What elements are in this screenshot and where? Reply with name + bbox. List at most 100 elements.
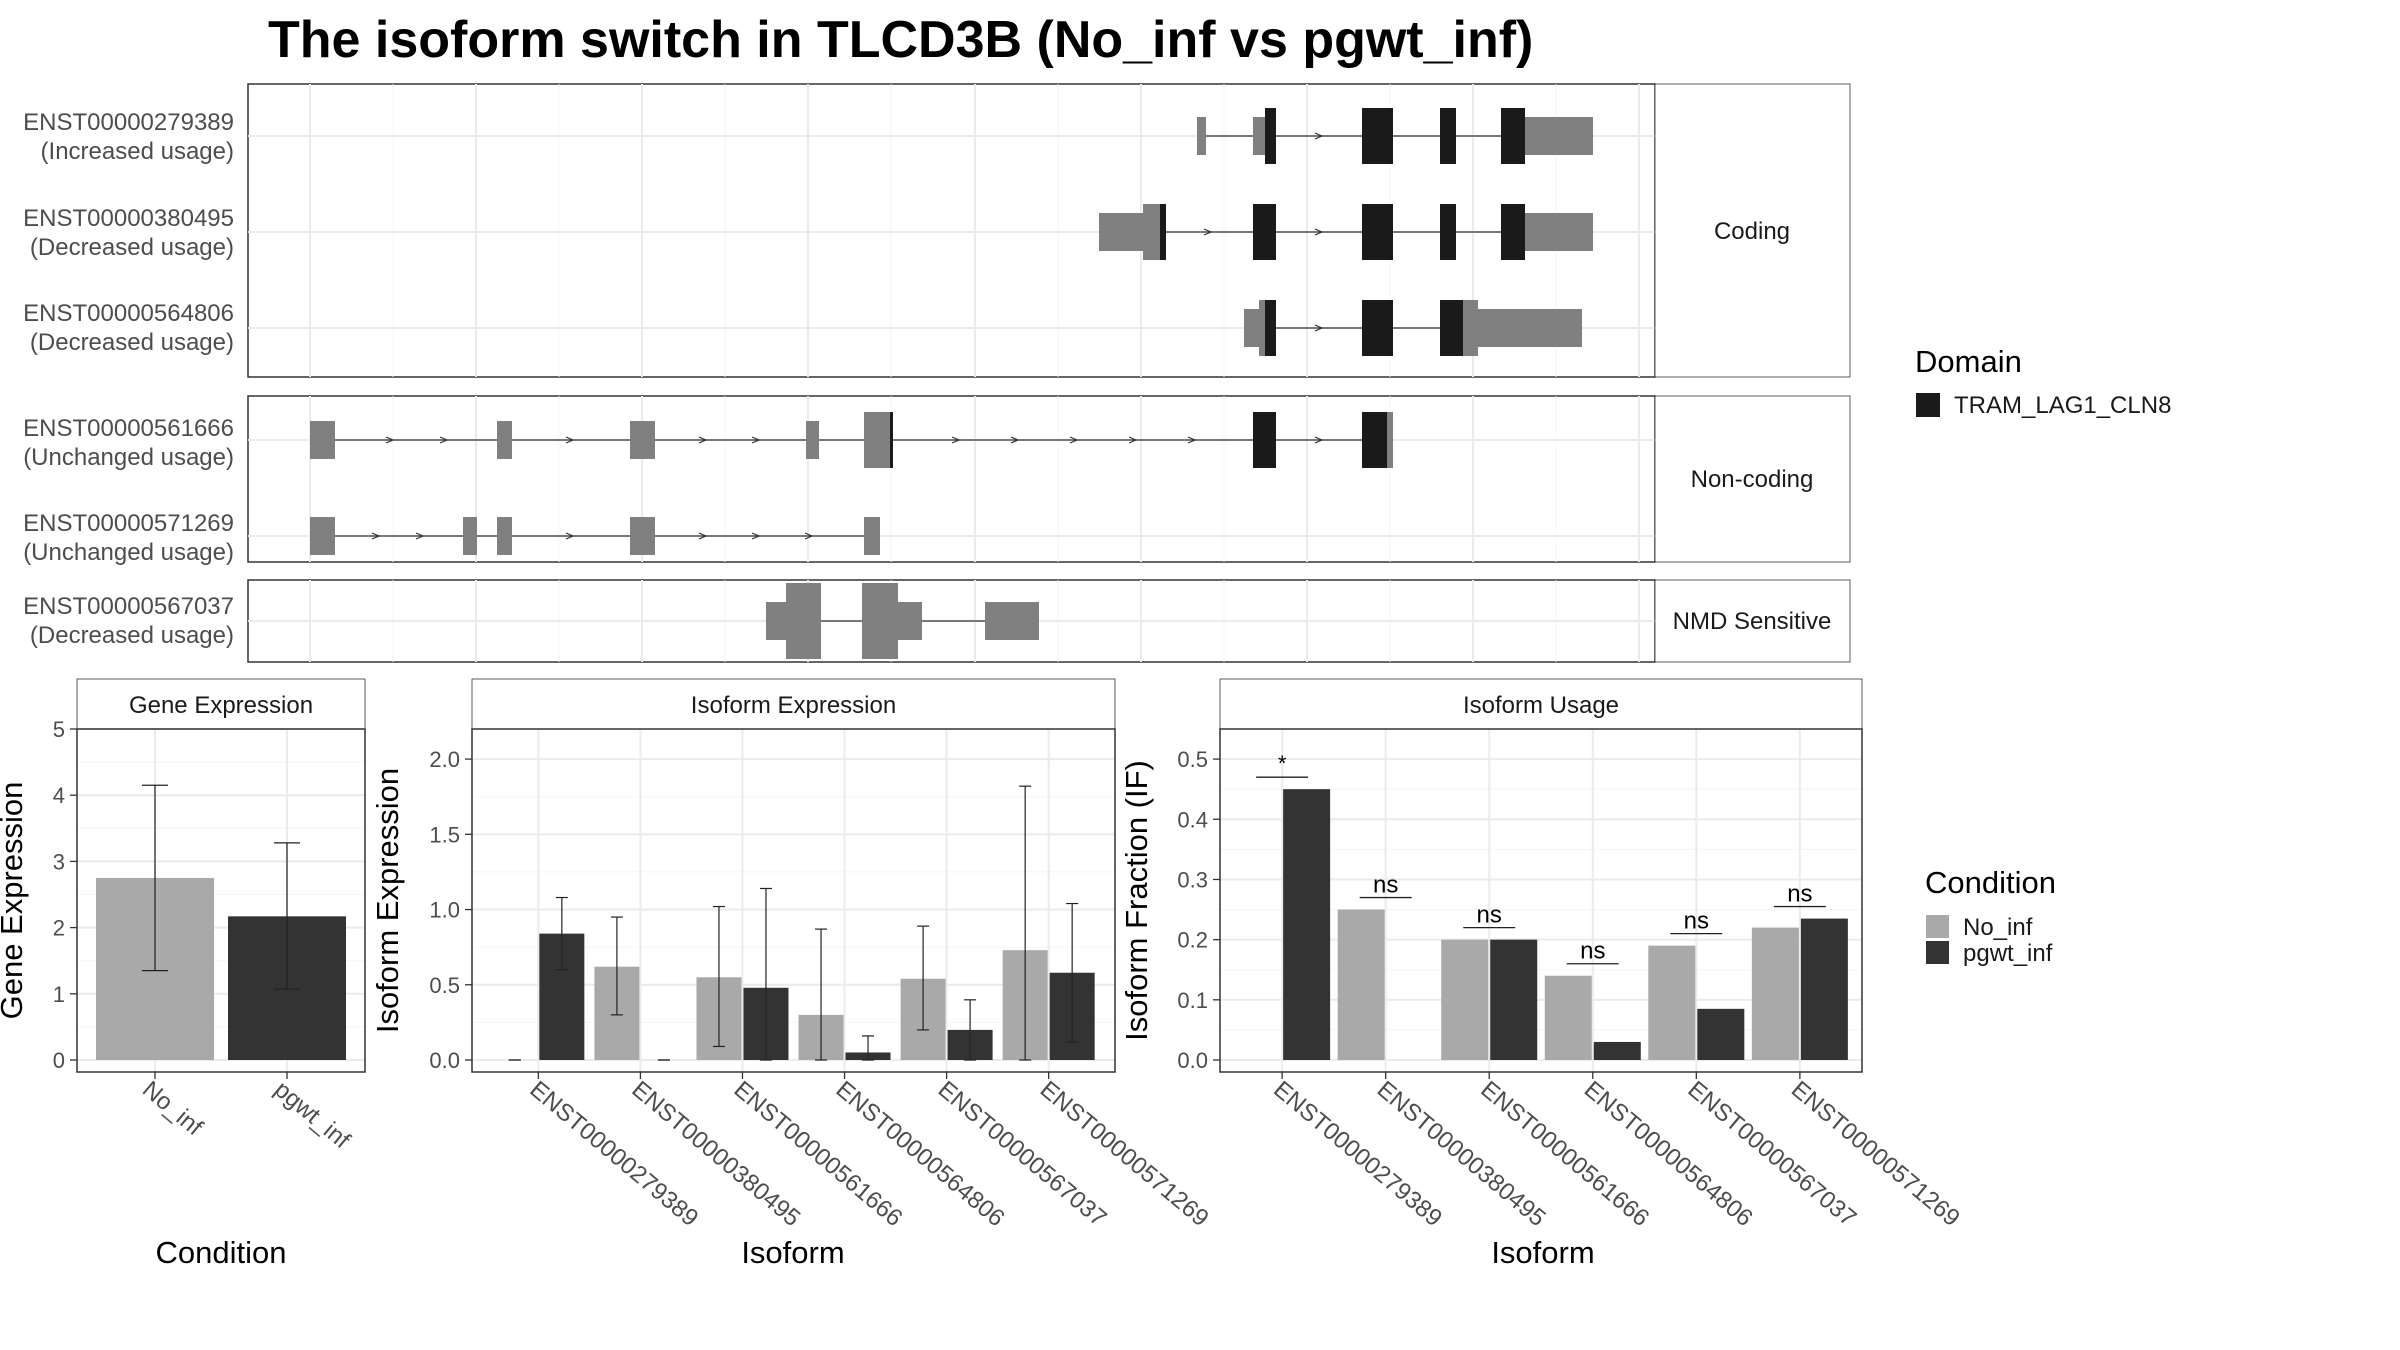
- strand-arrow: [1314, 436, 1324, 444]
- strip-coding: [1654, 83, 1851, 378]
- utr-exon: [864, 517, 880, 555]
- utr-exon: [1253, 117, 1265, 155]
- bar-pgwt_inf: [1593, 1041, 1641, 1060]
- utr-exon: [1525, 213, 1593, 251]
- transcript-status: (Increased usage): [41, 138, 234, 165]
- x-tick-label: ENST00000561666: [729, 1076, 908, 1232]
- utr-exon: [985, 602, 1039, 640]
- x-tick-label: ENST00000567037: [933, 1076, 1112, 1232]
- strand-arrow: [1314, 324, 1324, 332]
- y-tick-label: 0.5: [429, 973, 460, 998]
- y-tick-label: 5: [53, 717, 65, 742]
- utr-exon: [1463, 300, 1478, 356]
- utr-exon: [898, 602, 922, 640]
- y-tick-label: 0.0: [1177, 1048, 1208, 1073]
- utr-exon: [497, 517, 512, 555]
- strand-arrow: [415, 532, 425, 540]
- y-tick-label: 3: [53, 849, 65, 874]
- domain-legend-title: Domain: [1915, 344, 2022, 379]
- y-tick-label: 0.4: [1177, 807, 1208, 832]
- strip-label-coding: Coding: [1714, 218, 1790, 245]
- domain-exon: [1362, 412, 1387, 468]
- isoform-usage-panel: Isoform Usage 0.0 0.1 0.2 0.3 0.4 0.5 Isoform F…: [1119, 678, 1965, 1270]
- utr-exon: [786, 583, 821, 659]
- strand-arrow: [1203, 228, 1213, 236]
- domain-exon: [1362, 300, 1393, 356]
- x-tick-label: ENST00000571269: [1035, 1076, 1214, 1232]
- x-axis-title: Condition: [156, 1235, 287, 1270]
- x-tick-label: ENST00000561666: [1475, 1076, 1654, 1232]
- utr-exon: [630, 517, 655, 555]
- y-tick-label: 1.0: [429, 898, 460, 923]
- y-tick-label: 2: [53, 916, 65, 941]
- utr-exon: [862, 583, 898, 659]
- utr-exon: [806, 421, 819, 459]
- transcript-status: (Decreased usage): [30, 234, 234, 261]
- x-tick-label: ENST00000564806: [831, 1076, 1010, 1232]
- y-tick-label: 1.5: [429, 822, 460, 847]
- y-tick-label: 0.2: [1177, 928, 1208, 953]
- utr-exon: [1525, 117, 1593, 155]
- domain-exon: [1440, 204, 1456, 260]
- domain-exon: [1501, 204, 1525, 260]
- bar-No_inf: [1751, 927, 1799, 1060]
- transcript-status: (Unchanged usage): [23, 539, 234, 566]
- panel-strip: [471, 678, 1116, 730]
- transcript-status: (Decreased usage): [30, 329, 234, 356]
- utr-exon: [310, 517, 335, 555]
- utr-exon: [1387, 412, 1393, 468]
- utr-exon: [497, 421, 512, 459]
- utr-exon: [1244, 309, 1259, 347]
- strip-label-noncoding: Non-coding: [1691, 466, 1814, 493]
- transcript-id: ENST00000564806: [23, 300, 234, 327]
- strand-arrow: [1010, 436, 1020, 444]
- bar-pgwt_inf: [1800, 918, 1848, 1060]
- x-tick-label: No_inf: [137, 1076, 208, 1141]
- x-tick-label: ENST00000279389: [1268, 1076, 1447, 1232]
- strand-arrow: [951, 436, 961, 444]
- transcript-id: ENST00000561666: [23, 415, 234, 442]
- transcript-id: ENST00000567037: [23, 593, 234, 620]
- panel-background: [247, 395, 1656, 563]
- panel-strip: [76, 678, 366, 730]
- strand-arrow: [1128, 436, 1138, 444]
- x-tick-label: ENST00000571269: [1786, 1076, 1965, 1232]
- transcript-id: ENST00000279389: [23, 109, 234, 136]
- x-axis-title: Isoform: [741, 1235, 844, 1270]
- gene-expression-panel: Gene Expression 0 1 2 3 4 5 Gene Expression No_i…: [0, 678, 366, 1270]
- significance-label: ns: [1477, 902, 1502, 929]
- bar-No_inf: [1648, 945, 1696, 1060]
- utr-exon: [766, 602, 786, 640]
- panel-border: [76, 728, 366, 1073]
- utr-exon: [463, 517, 477, 555]
- y-tick-label: 0.5: [1177, 747, 1208, 772]
- y-tick-label: 0: [53, 1048, 65, 1073]
- legend-swatch-no-inf: [1926, 915, 1949, 938]
- transcript-structures: [310, 108, 1593, 659]
- utr-exon: [310, 421, 335, 459]
- structure-panel-nmd: NMD Sensitive: [247, 579, 1851, 663]
- x-tick-label: ENST00000380495: [627, 1076, 806, 1232]
- utr-exon: [864, 412, 890, 468]
- x-tick-label: ENST00000279389: [524, 1076, 703, 1232]
- legend-label-pgwt-inf: pgwt_inf: [1963, 940, 2053, 967]
- domain-exon: [1440, 108, 1456, 164]
- y-tick-label: 2.0: [429, 747, 460, 772]
- strand-arrow: [698, 532, 708, 540]
- strand-arrow: [565, 532, 575, 540]
- domain-exon: [1160, 204, 1166, 260]
- legend-swatch-pgwt-inf: [1926, 941, 1949, 964]
- condition-legend-title: Condition: [1925, 865, 2056, 900]
- transcript-status: (Decreased usage): [30, 622, 234, 649]
- strip-label-nmd: NMD Sensitive: [1673, 608, 1832, 635]
- panel-strip-label: Isoform Usage: [1463, 692, 1619, 719]
- y-tick-label: 1: [53, 982, 65, 1007]
- bar-No_inf: [1544, 975, 1592, 1060]
- domain-exon: [1253, 412, 1276, 468]
- panel-strip: [1219, 678, 1863, 730]
- domain-exon: [1265, 108, 1276, 164]
- structure-panel-noncoding: Non-coding: [247, 395, 1851, 563]
- x-axis-title: Isoform: [1491, 1235, 1594, 1270]
- y-axis-title: Gene Expression: [0, 782, 29, 1020]
